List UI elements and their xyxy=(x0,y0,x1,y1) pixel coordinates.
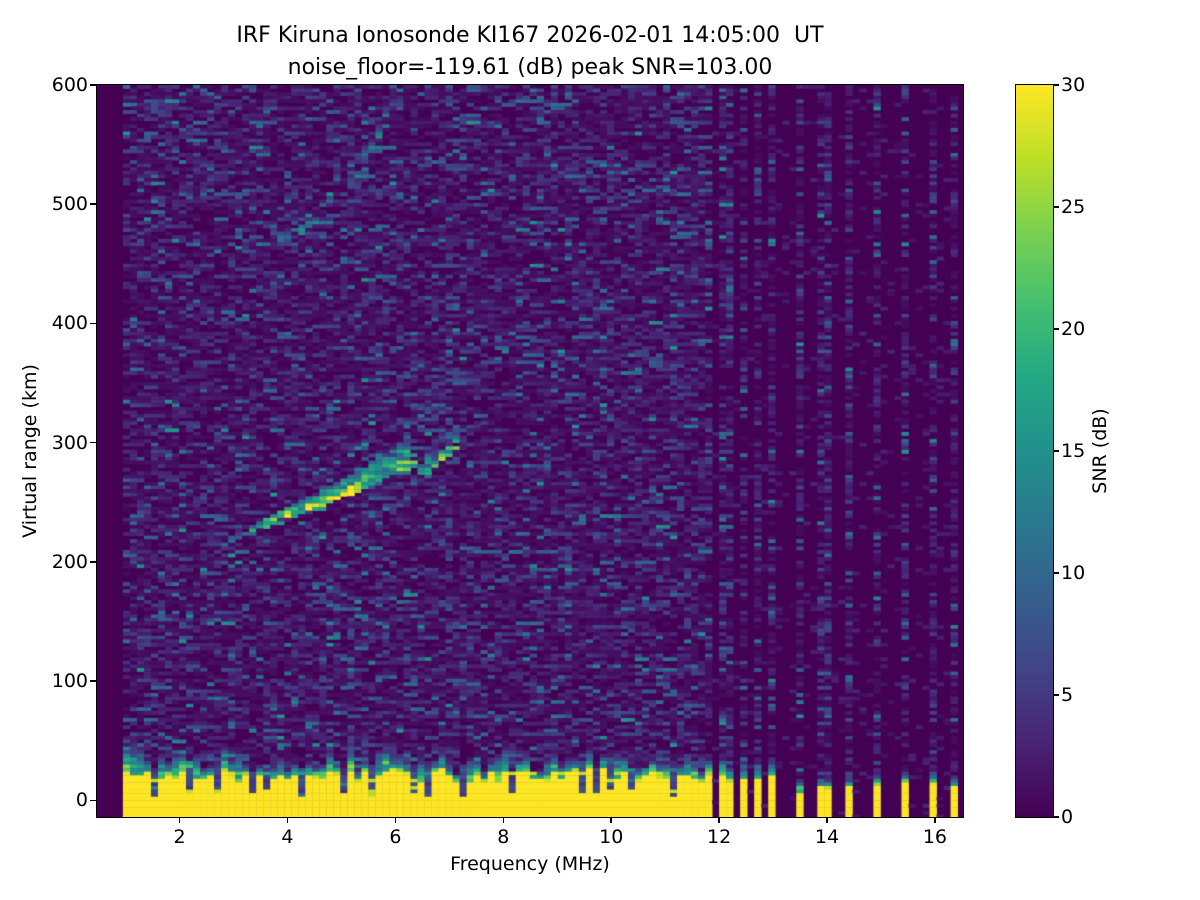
x-tick-label: 2 xyxy=(173,826,186,848)
x-tick-label: 14 xyxy=(814,826,840,848)
figure-title: IRF Kiruna Ionosonde KI167 2026-02-01 14… xyxy=(97,20,963,84)
colorbar-tick-mark xyxy=(1053,206,1059,208)
title-line-2: noise_floor=-119.61 (dB) peak SNR=103.00 xyxy=(287,55,773,80)
colorbar-tick-label: 30 xyxy=(1061,74,1086,96)
colorbar-frame xyxy=(1015,84,1054,818)
colorbar-tick-mark xyxy=(1053,694,1059,696)
y-axis-label: Virtual range (km) xyxy=(19,364,41,538)
y-tick-label: 600 xyxy=(51,74,88,96)
x-tick-label: 10 xyxy=(599,826,624,848)
ionogram-heatmap xyxy=(97,85,963,817)
y-tick-label: 100 xyxy=(51,670,88,693)
x-tick-mark xyxy=(502,817,505,823)
x-tick-mark xyxy=(826,817,828,823)
x-tick-mark xyxy=(934,817,936,823)
colorbar-label: SNR (dB) xyxy=(1089,408,1111,494)
x-tick-mark xyxy=(718,817,720,823)
y-tick-mark xyxy=(90,561,97,563)
x-tick-mark xyxy=(178,817,181,823)
y-tick-mark xyxy=(90,84,97,86)
y-tick-label: 0 xyxy=(75,789,88,812)
colorbar-tick-label: 0 xyxy=(1061,806,1074,828)
colorbar-tick-label: 25 xyxy=(1061,196,1086,218)
y-tick-label: 200 xyxy=(51,550,88,573)
colorbar-tick-label: 5 xyxy=(1061,684,1074,706)
x-tick-label: 8 xyxy=(497,826,510,848)
plot-frame xyxy=(96,84,964,818)
colorbar-tick-label: 10 xyxy=(1061,562,1086,584)
y-tick-mark xyxy=(90,322,97,325)
y-tick-mark xyxy=(90,680,97,682)
colorbar-tick-mark xyxy=(1053,816,1059,818)
x-axis-label: Frequency (MHz) xyxy=(450,853,610,875)
x-tick-mark xyxy=(394,817,397,823)
colorbar xyxy=(1016,85,1053,817)
y-tick-label: 500 xyxy=(51,193,88,216)
colorbar-tick-mark xyxy=(1053,450,1059,452)
y-tick-mark xyxy=(90,203,97,205)
x-tick-label: 12 xyxy=(707,826,732,848)
y-tick-mark xyxy=(90,441,97,444)
colorbar-tick-mark xyxy=(1053,572,1059,574)
x-tick-label: 4 xyxy=(281,826,294,848)
y-tick-label: 300 xyxy=(51,431,88,454)
x-tick-label: 6 xyxy=(389,826,402,848)
colorbar-tick-label: 20 xyxy=(1061,318,1086,340)
colorbar-tick-mark xyxy=(1053,84,1059,86)
x-tick-mark xyxy=(286,817,289,823)
x-tick-mark xyxy=(610,817,612,823)
colorbar-tick-label: 15 xyxy=(1061,440,1086,462)
y-tick-label: 400 xyxy=(51,312,88,335)
colorbar-tick-mark xyxy=(1053,328,1059,330)
x-tick-label: 16 xyxy=(922,826,948,848)
title-line-1: IRF Kiruna Ionosonde KI167 2026-02-01 14… xyxy=(236,23,824,48)
y-tick-mark xyxy=(90,799,97,802)
